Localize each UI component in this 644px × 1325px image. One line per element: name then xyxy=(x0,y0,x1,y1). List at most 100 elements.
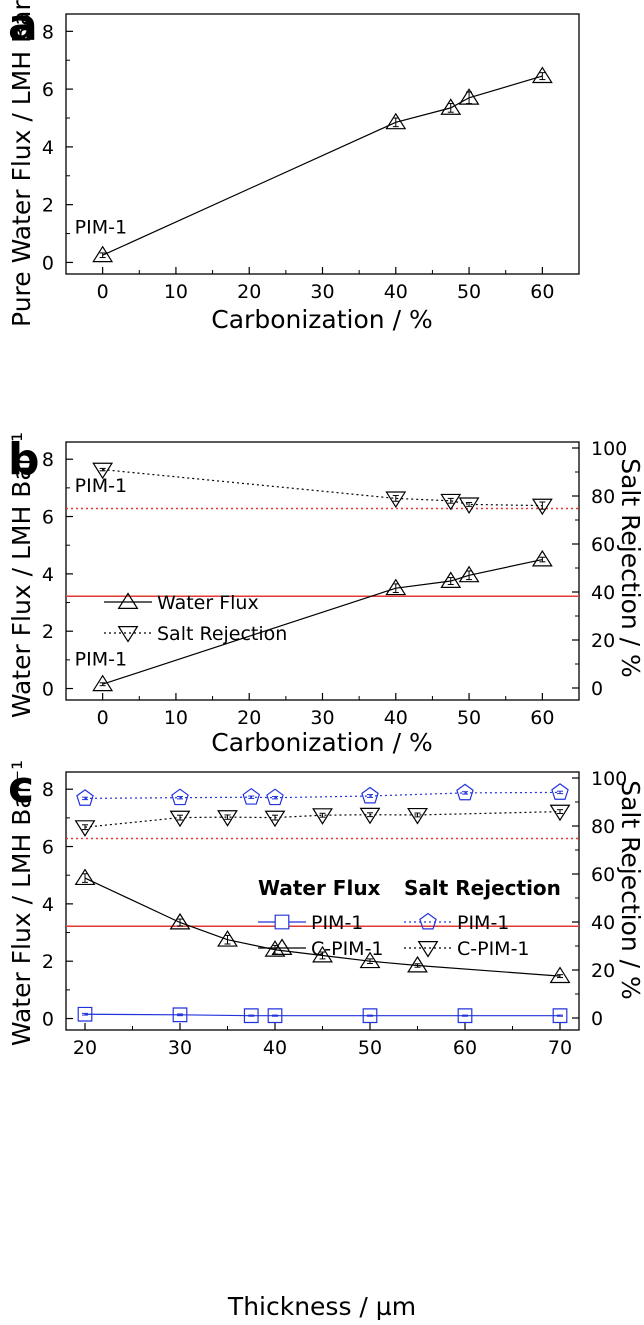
data-point-c-2 xyxy=(551,783,569,800)
y2-tick-label-c: 100 xyxy=(591,768,627,790)
y-tick-label-c: 0 xyxy=(42,1009,54,1031)
data-point-c-0 xyxy=(77,1006,93,1022)
data-point-c-2 xyxy=(266,788,284,806)
plot-area-a: 0 10 20 30 40 50 60 0 2 4 6 8 PIM-1 xyxy=(42,21,555,303)
y2-tick-label-b: 40 xyxy=(591,582,615,604)
data-point-c-1 xyxy=(312,945,333,963)
x-tick-label-b: 40 xyxy=(384,707,408,729)
data-point-b-1 xyxy=(531,498,553,516)
legend-heading-salt-rejection: Salt Rejection xyxy=(404,876,561,900)
y2-tick-label-b: 20 xyxy=(591,630,615,652)
series-line-a-0 xyxy=(102,75,543,256)
data-point-c-0 xyxy=(243,1008,259,1024)
plot-frame-a xyxy=(65,13,580,275)
y2-tick-label-b: 0 xyxy=(591,678,603,700)
y-tick-label-c: 4 xyxy=(42,894,54,916)
legend-marker-b xyxy=(117,592,139,609)
panel-a: a Pure Water Flux / LMH Bar⁻¹ Carbonizat… xyxy=(7,0,580,334)
x-tick-label-a: 20 xyxy=(237,281,261,303)
data-point-c-1 xyxy=(264,940,286,957)
series-line-c-2 xyxy=(84,791,561,799)
legend-label-c: C-PIM-1 xyxy=(457,938,530,960)
data-point-c-3 xyxy=(549,804,571,822)
y-tick-label-c: 2 xyxy=(42,951,54,973)
y-tick-label-b: 4 xyxy=(42,564,54,586)
legend-c: Water Flux Salt Rejection PIM-1 C-PIM-1 PIM-… xyxy=(258,876,561,960)
series-line-c-1 xyxy=(84,877,561,977)
x-axis-title-b: Carbonization / % xyxy=(211,728,432,757)
data-point-a-0 xyxy=(458,88,480,105)
legend-marker-c xyxy=(417,941,439,958)
y-tick-label-a: 6 xyxy=(42,79,54,101)
data-point-c-1 xyxy=(74,868,96,886)
legend-label-c: PIM-1 xyxy=(457,912,509,934)
legend-b: Water Flux Salt Rejection xyxy=(104,592,287,645)
legend-label-b: Water Flux xyxy=(157,592,259,614)
data-point-b-1 xyxy=(385,491,407,509)
data-point-a-0 xyxy=(440,98,462,115)
y-tick-label-a: 0 xyxy=(42,252,54,274)
y2-tick-label-c: 60 xyxy=(591,864,615,886)
x-tick-label-b: 20 xyxy=(237,707,261,729)
data-point-c-0 xyxy=(172,1007,188,1023)
data-point-b-1 xyxy=(458,497,480,515)
x-tick-label-b: 10 xyxy=(164,707,188,729)
data-point-a-0 xyxy=(385,112,407,130)
panel-letter-a: a xyxy=(8,0,38,51)
data-point-c-1 xyxy=(549,966,571,984)
legend-marker-c xyxy=(274,914,290,930)
data-point-c-2 xyxy=(171,788,189,806)
y2-tick-label-c: 40 xyxy=(591,912,615,934)
x-tick-label-b: 60 xyxy=(530,707,554,729)
x-tick-label-b: 0 xyxy=(97,707,109,729)
x-tick-label-a: 0 xyxy=(97,281,109,303)
x-tick-label-c: 50 xyxy=(358,1037,382,1059)
y-tick-label-b: 0 xyxy=(42,679,54,701)
data-point-c-1 xyxy=(217,930,238,947)
data-point-c-3 xyxy=(74,820,96,837)
x-tick-label-a: 60 xyxy=(530,281,554,303)
data-point-c-0 xyxy=(362,1008,378,1024)
panel-c: c Water Flux / LMH Bar⁻¹ Salt Rejection … xyxy=(7,760,644,1321)
data-point-c-1 xyxy=(407,955,428,973)
data-point-b-0 xyxy=(92,674,114,692)
data-point-c-0 xyxy=(552,1008,568,1024)
y-axis-title-c: Water Flux / LMH Bar⁻¹ xyxy=(7,760,36,1046)
data-point-b-0 xyxy=(440,571,462,589)
panel-b: b Water Flux / LMH Bar⁻¹ Salt Rejection … xyxy=(7,432,644,757)
data-point-c-0 xyxy=(267,1008,283,1024)
y2-tick-label-b: 60 xyxy=(591,534,615,556)
legend-label-c: C-PIM-1 xyxy=(311,938,384,960)
data-point-b-1 xyxy=(440,493,462,511)
data-point-c-2 xyxy=(242,787,261,805)
data-point-c-3 xyxy=(407,807,428,825)
data-point-c-2 xyxy=(76,789,94,806)
data-point-b-0 xyxy=(531,549,553,567)
legend-label-c: PIM-1 xyxy=(311,912,363,934)
data-point-c-1 xyxy=(169,912,191,930)
data-point-a-0 xyxy=(92,245,114,263)
legend-marker-b xyxy=(117,626,139,643)
x-tick-label-a: 30 xyxy=(310,281,334,303)
panel-letter-b: b xyxy=(8,434,40,485)
y-tick-label-b: 8 xyxy=(42,449,54,471)
x-tick-label-c: 30 xyxy=(168,1037,192,1059)
y-axis-title-a: Pure Water Flux / LMH Bar⁻¹ xyxy=(7,0,36,327)
y2-tick-label-c: 20 xyxy=(591,960,615,982)
annotation-b: PIM-1 xyxy=(75,475,127,497)
data-point-b-0 xyxy=(458,565,480,583)
legend-marker-c xyxy=(271,938,293,955)
y-tick-label-c: 6 xyxy=(42,837,54,859)
data-point-c-0 xyxy=(457,1008,473,1024)
panel-letter-c: c xyxy=(8,762,34,813)
y2-tick-label-c: 80 xyxy=(591,816,615,838)
y-tick-label-a: 4 xyxy=(42,137,54,159)
y-tick-label-a: 8 xyxy=(42,21,54,43)
y-tick-label-a: 2 xyxy=(42,195,54,217)
data-point-c-3 xyxy=(264,810,286,828)
x-tick-label-c: 20 xyxy=(73,1037,97,1059)
y-tick-label-b: 6 xyxy=(42,507,54,529)
data-point-c-3 xyxy=(312,808,333,825)
